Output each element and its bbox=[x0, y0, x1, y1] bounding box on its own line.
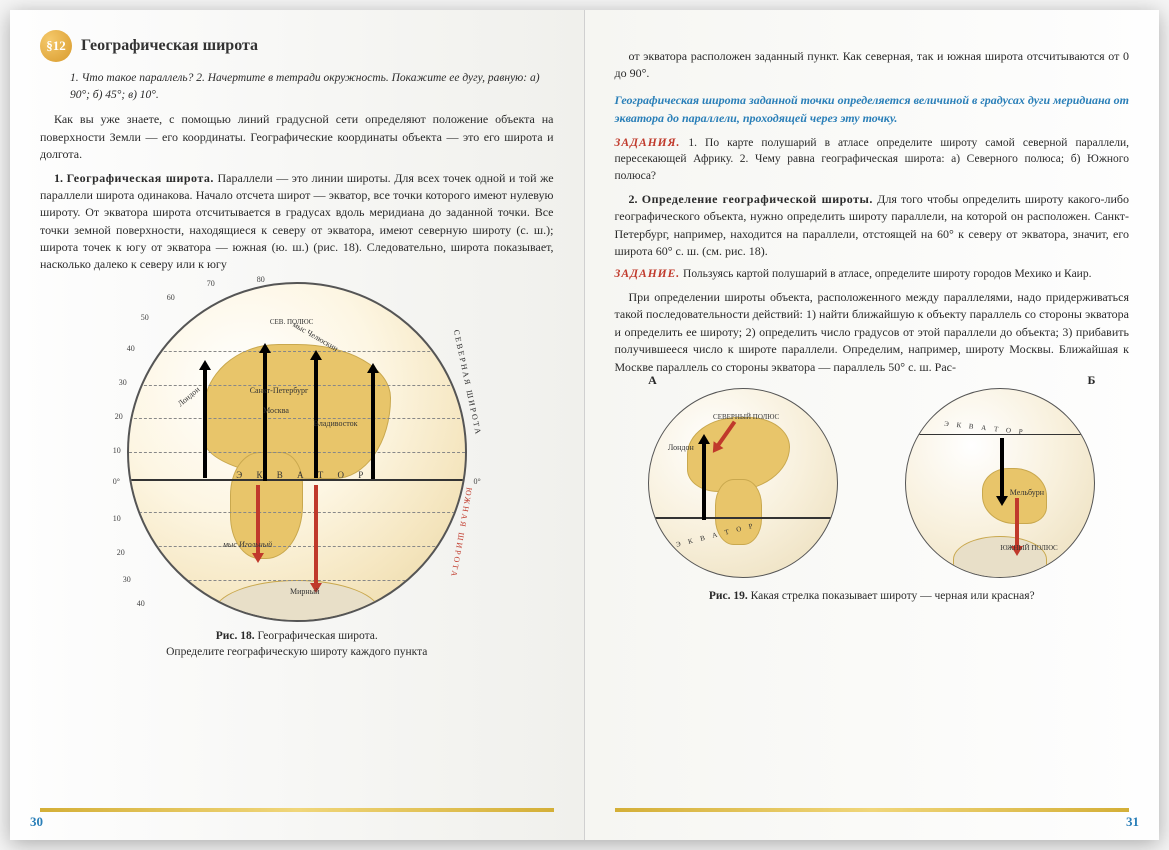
tick: 0° bbox=[474, 476, 481, 488]
fig18-title: Географическая широта. bbox=[257, 630, 377, 642]
subsection-1: 1. Географическая широта. Параллели — эт… bbox=[40, 170, 554, 274]
section-header: §12 Географическая широта bbox=[40, 30, 554, 62]
globe-circle: Санкт-Петербург Москва Владивосток Лондо… bbox=[127, 282, 467, 622]
tick: 50 bbox=[141, 312, 149, 324]
parallel-line bbox=[129, 546, 465, 547]
globe-big: Санкт-Петербург Москва Владивосток Лондо… bbox=[127, 282, 467, 622]
label-agulhas: мыс Игольный bbox=[223, 539, 272, 551]
task-2: ЗАДАНИЕ. Пользуясь картой полушарий в ат… bbox=[615, 266, 1130, 283]
subsection-2: 2. Определение географической широты. Дл… bbox=[615, 191, 1130, 261]
task1-text: 1. По карте полушарий в атласе определит… bbox=[615, 137, 1130, 182]
right-page: от экватора расположен заданный пункт. К… bbox=[585, 10, 1160, 840]
task1-label: ЗАДАНИЯ. bbox=[615, 137, 681, 149]
page-number-right: 31 bbox=[1126, 813, 1139, 832]
arrow-north bbox=[371, 371, 375, 479]
fig19-label: Рис. 19. bbox=[709, 590, 748, 602]
arrow-black bbox=[702, 442, 706, 520]
tick: 60 bbox=[167, 292, 175, 304]
label-melbourne: Мельбурн bbox=[1010, 487, 1044, 499]
fig18-label: Рис. 18. bbox=[216, 630, 255, 642]
globe-b: Э К В А Т О Р Мельбурн ЮЖНЫЙ ПОЛЮС bbox=[905, 388, 1095, 578]
label-london: Лондон bbox=[175, 384, 202, 410]
label-mirny: Мирный bbox=[290, 586, 319, 598]
intro-questions: 1. Что такое параллель? 2. Начертите в т… bbox=[70, 70, 554, 103]
landmass-antarctica bbox=[953, 536, 1047, 578]
figure-18: Санкт-Петербург Москва Владивосток Лондо… bbox=[40, 282, 554, 660]
fig19-text: Какая стрелка показывает широту — черная… bbox=[751, 590, 1035, 602]
section-title: Географическая широта bbox=[81, 34, 258, 57]
parallel-line bbox=[129, 452, 465, 453]
definition-box: Географическая широта заданной точки опр… bbox=[615, 91, 1130, 127]
parallel-line bbox=[129, 418, 465, 419]
arrow-black bbox=[1000, 438, 1004, 498]
sub2-title: Определение географической широты. bbox=[642, 192, 873, 206]
intro-paragraph: Как вы уже знаете, с помощью линий граду… bbox=[40, 111, 554, 163]
globe-a: СЕВЕРНЫЙ ПОЛЮС Лондон Э К В А Т О Р bbox=[648, 388, 838, 578]
task2-label: ЗАДАНИЕ. bbox=[615, 268, 681, 280]
figure-19-caption: Рис. 19. Какая стрелка показывает широту… bbox=[615, 588, 1130, 604]
tick: 10 bbox=[113, 445, 121, 457]
label-spb: Санкт-Петербург bbox=[250, 385, 309, 397]
landmass-eurasia bbox=[203, 344, 391, 478]
tick: 20 bbox=[117, 547, 125, 559]
label-equator: Э К В А Т О Р bbox=[236, 469, 369, 482]
sub1-text: Параллели — это линии широты. Для всех т… bbox=[40, 171, 554, 272]
globe-b-label: Б bbox=[1087, 372, 1095, 389]
tick: 10 bbox=[113, 513, 121, 525]
equator bbox=[649, 517, 837, 519]
section-badge: §12 bbox=[40, 30, 72, 62]
tick: 70 bbox=[207, 278, 215, 290]
globe-b-wrap: Б Э К В А Т О Р Мельбурн ЮЖНЫЙ ПОЛЮС bbox=[905, 388, 1095, 578]
parallel-line bbox=[129, 512, 465, 513]
tick: 0° bbox=[113, 476, 120, 488]
label-london: Лондон bbox=[668, 442, 694, 454]
page-number-left: 30 bbox=[30, 813, 43, 832]
left-page: §12 Географическая широта 1. Что такое п… bbox=[10, 10, 585, 840]
label-vladivostok: Владивосток bbox=[314, 418, 358, 430]
paragraph-3: При определении широты объекта, располож… bbox=[615, 289, 1130, 376]
sub1-num: 1. bbox=[54, 171, 63, 185]
parallel-line bbox=[129, 580, 465, 581]
sub2-num: 2. bbox=[629, 192, 638, 206]
gold-bar bbox=[615, 808, 1130, 812]
fig18-sub: Определите географическую широту каждого… bbox=[166, 646, 427, 658]
tick: 80 bbox=[257, 274, 265, 286]
figure-19: А СЕВЕРНЫЙ ПОЛЮС Лондон Э К В А Т О Р Б bbox=[615, 388, 1130, 578]
tick: 30 bbox=[123, 574, 131, 586]
globe-a-label: А bbox=[648, 372, 657, 389]
sub1-title: Географическая широта. bbox=[67, 171, 214, 185]
parallel-line bbox=[129, 351, 465, 352]
globe-a-wrap: А СЕВЕРНЫЙ ПОЛЮС Лондон Э К В А Т О Р bbox=[648, 388, 838, 578]
arrow-red bbox=[1015, 498, 1019, 548]
arrow-north bbox=[203, 368, 207, 478]
gold-bar bbox=[40, 808, 554, 812]
book-spread: §12 Географическая широта 1. Что такое п… bbox=[10, 10, 1159, 840]
label-north-pole: СЕВ. ПОЛЮС bbox=[270, 317, 314, 327]
task2-text: Пользуясь картой полушарий в атласе, опр… bbox=[683, 268, 1091, 280]
tick: 40 bbox=[127, 343, 135, 355]
label-spole: ЮЖНЫЙ ПОЛЮС bbox=[1000, 543, 1057, 553]
tick: 40 bbox=[137, 598, 145, 610]
label-moscow: Москва bbox=[263, 405, 289, 417]
figure-18-caption: Рис. 18. Географическая широта. Определи… bbox=[40, 628, 554, 660]
tick: 30 bbox=[119, 377, 127, 389]
continuation-text: от экватора расположен заданный пункт. К… bbox=[615, 48, 1130, 83]
tick: 20 bbox=[115, 411, 123, 423]
label-npole: СЕВЕРНЫЙ ПОЛЮС bbox=[713, 412, 779, 422]
arrow-south bbox=[314, 485, 318, 585]
task-1: ЗАДАНИЯ. 1. По карте полушарий в атласе … bbox=[615, 135, 1130, 185]
